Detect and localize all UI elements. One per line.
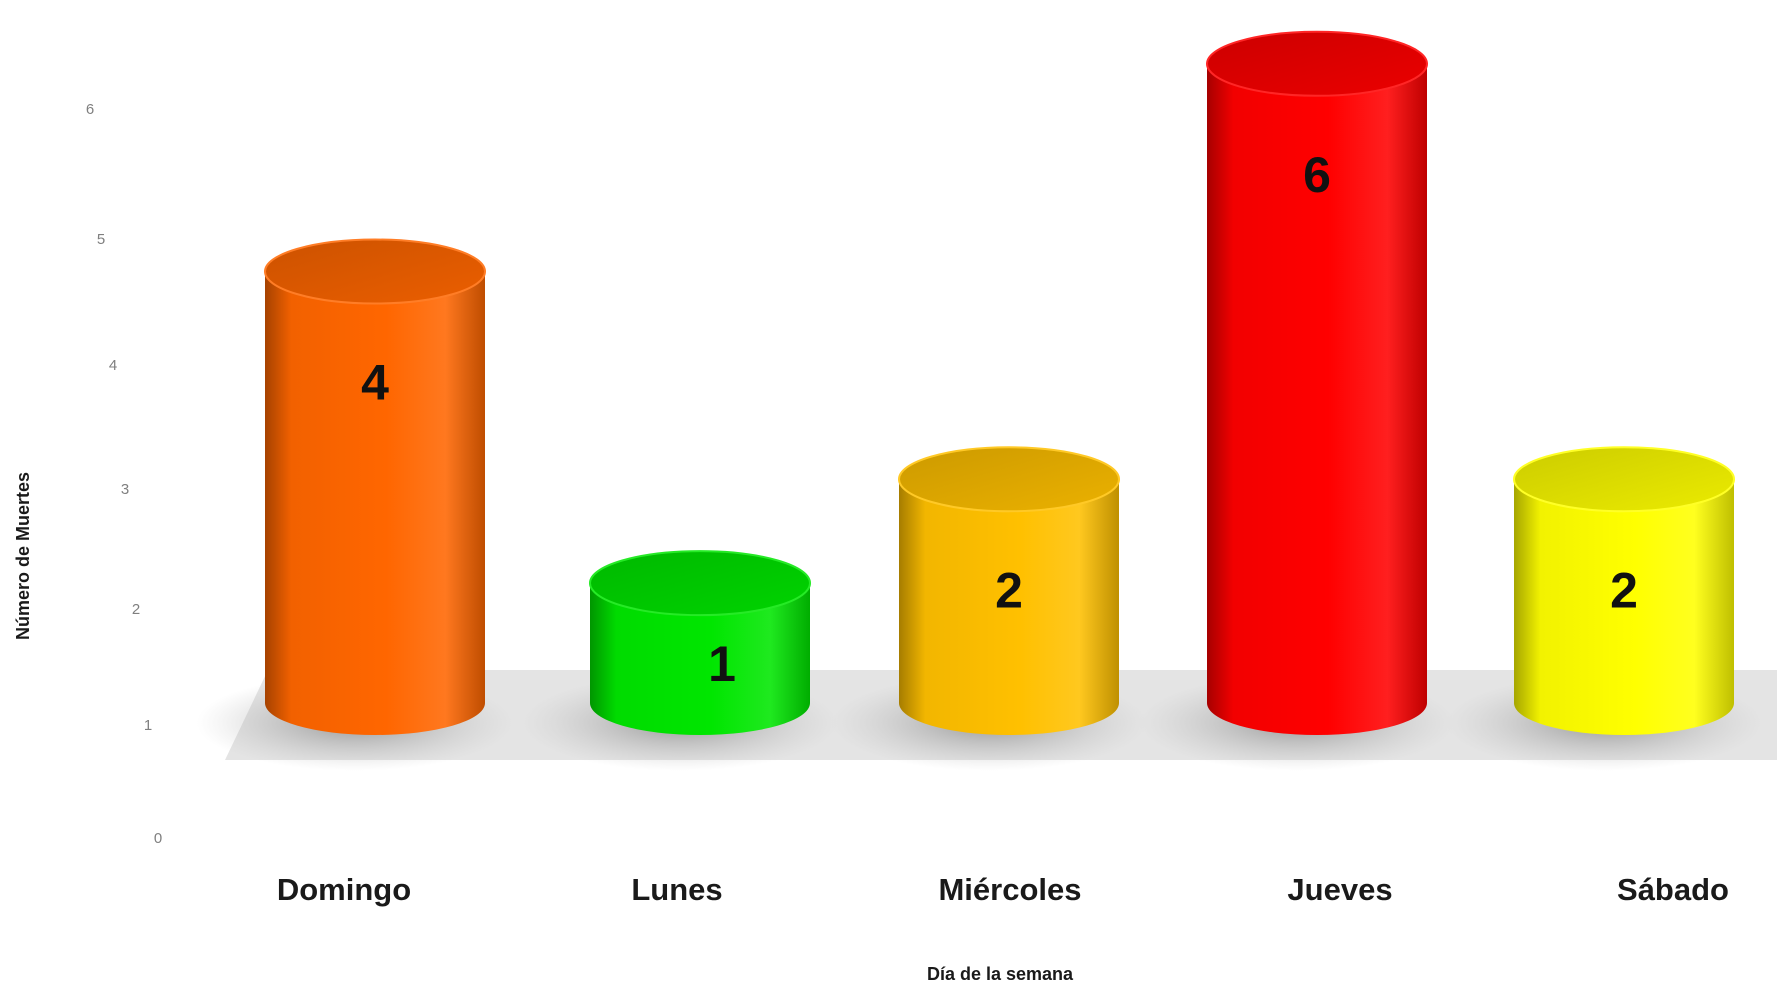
- x-tick-label: Miércoles: [938, 872, 1081, 907]
- bar-miércoles: 2: [830, 446, 1148, 771]
- bar-sábado: 2: [1445, 446, 1763, 771]
- bar-body: [899, 479, 1119, 735]
- bar-lunes: 1: [521, 550, 839, 771]
- x-tick-label: Lunes: [631, 872, 722, 907]
- bar-body: [590, 583, 810, 735]
- data-label: 1: [708, 636, 736, 692]
- y-tick-label: 3: [121, 481, 129, 498]
- y-tick-label: 4: [109, 357, 117, 374]
- y-tick-label: 5: [97, 231, 105, 248]
- bars: 4 1 2 6 2: [196, 30, 1763, 771]
- y-axis: 0 1 2 3 4 5 6: [86, 101, 162, 847]
- y-tick-label: 2: [132, 601, 140, 618]
- y-tick-label: 6: [86, 101, 94, 118]
- data-label: 6: [1303, 147, 1331, 203]
- data-label: 4: [361, 355, 389, 411]
- bar-top: [1513, 446, 1735, 513]
- x-tick-label: Jueves: [1287, 872, 1392, 907]
- bar-top: [1206, 30, 1428, 97]
- y-tick-label: 1: [144, 717, 152, 734]
- bar-body: [1207, 63, 1427, 735]
- x-tick-label: Domingo: [277, 872, 411, 907]
- bar-domingo: 4: [196, 238, 514, 771]
- bar-top: [589, 550, 811, 617]
- y-axis-title: Número de Muertes: [13, 472, 33, 640]
- bar-body: [1514, 479, 1734, 735]
- y-tick-label: 0: [154, 830, 162, 847]
- bar-top: [898, 446, 1120, 513]
- x-tick-label: Sábado: [1617, 872, 1729, 907]
- bar-body: [265, 271, 485, 735]
- bar-jueves: 6: [1138, 30, 1456, 771]
- data-label: 2: [1610, 562, 1638, 618]
- data-label: 2: [995, 562, 1023, 618]
- x-axis: Domingo Lunes Miércoles Jueves Sábado: [277, 872, 1729, 907]
- x-axis-title: Día de la semana: [927, 964, 1074, 984]
- bar-top: [264, 238, 486, 305]
